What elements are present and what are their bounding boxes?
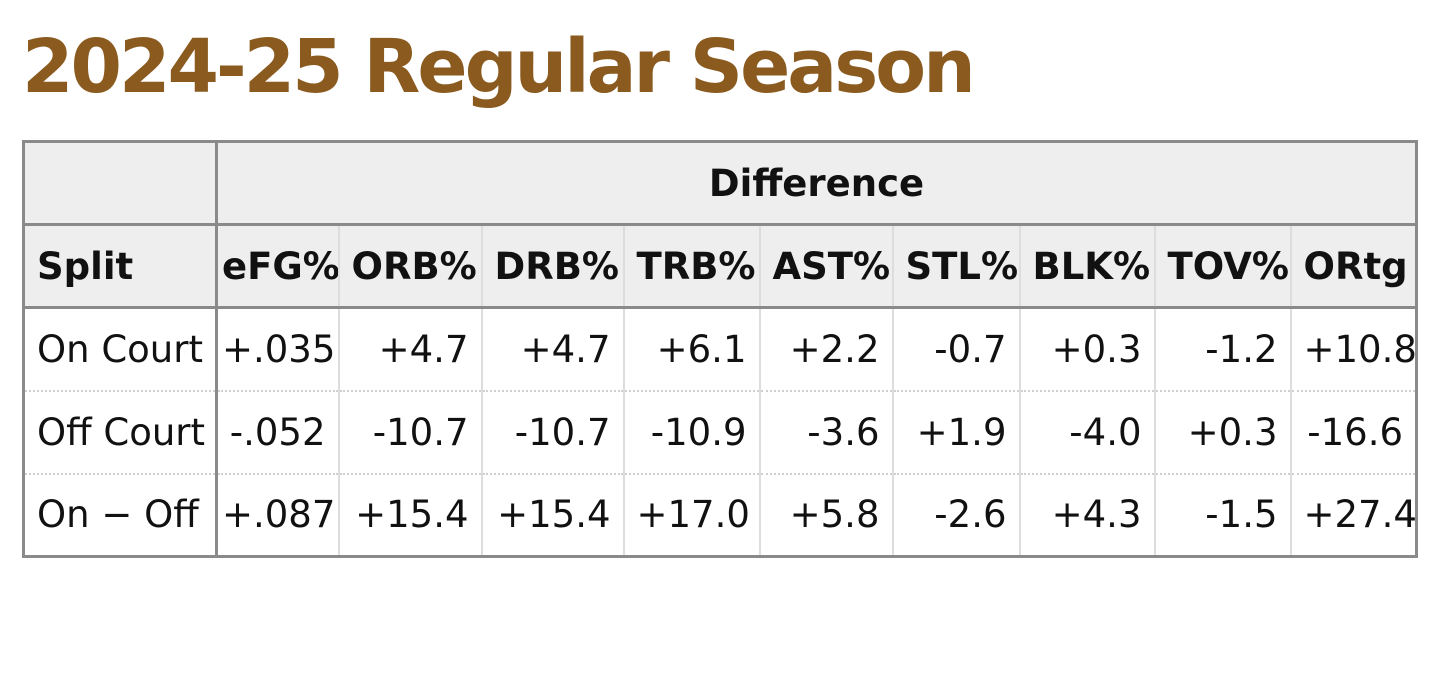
column-header-ortg[interactable]: ORtg — [1289, 224, 1417, 309]
table-cell: +17.0 — [622, 473, 760, 557]
column-header-stl[interactable]: STL% — [891, 224, 1020, 309]
table-row: On Court +.035 +4.7 +4.7 +6.1 +2.2 -0.7 … — [22, 307, 1417, 392]
table-cell: +27.4 — [1289, 473, 1417, 557]
table-cell: -1.5 — [1153, 473, 1291, 557]
table-cell: -0.7 — [891, 307, 1020, 392]
table-cell: +4.3 — [1018, 473, 1155, 557]
table-cell: +1.9 — [891, 390, 1020, 475]
table-cell: -.052 — [215, 390, 339, 475]
stats-table: Difference Split eFG% ORB% DRB% TRB% AST… — [22, 140, 1419, 558]
table-cell: +5.8 — [758, 473, 893, 557]
page-title: 2024-25 Regular Season — [22, 24, 976, 110]
column-header-tov[interactable]: TOV% — [1153, 224, 1291, 309]
column-header-trb[interactable]: TRB% — [622, 224, 760, 309]
table-cell: +10.8 — [1289, 307, 1417, 392]
table-cell: -4.0 — [1018, 390, 1155, 475]
column-header-orb[interactable]: ORB% — [337, 224, 482, 309]
table-cell: +.035 — [215, 307, 339, 392]
table-cell: -1.2 — [1153, 307, 1291, 392]
table-cell: +4.7 — [337, 307, 482, 392]
table-cell: +6.1 — [622, 307, 760, 392]
table-row: Off Court -.052 -10.7 -10.7 -10.9 -3.6 +… — [22, 390, 1417, 475]
table-cell: +.087 — [215, 473, 339, 557]
column-header-split[interactable]: Split — [22, 224, 218, 309]
column-header-row: Split eFG% ORB% DRB% TRB% AST% STL% BLK%… — [22, 224, 1417, 309]
difference-group-header: Difference — [216, 141, 1417, 226]
table-cell: +15.4 — [337, 473, 482, 557]
table-cell: -2.6 — [891, 473, 1020, 557]
row-label-on-court: On Court — [22, 307, 218, 392]
table-cell: +0.3 — [1153, 390, 1291, 475]
table-cell: -10.7 — [337, 390, 482, 475]
table-cell: -10.9 — [622, 390, 760, 475]
table-cell: +4.7 — [480, 307, 624, 392]
row-label-on-minus-off: On − Off — [22, 473, 218, 557]
column-header-drb[interactable]: DRB% — [480, 224, 624, 309]
table-cell: -10.7 — [480, 390, 624, 475]
row-label-off-court: Off Court — [22, 390, 218, 475]
blank-corner-cell — [23, 141, 218, 226]
group-header-row: Difference — [23, 141, 1417, 226]
table-row: On − Off +.087 +15.4 +15.4 +17.0 +5.8 -2… — [22, 473, 1417, 557]
column-header-blk[interactable]: BLK% — [1018, 224, 1155, 309]
table-cell: -3.6 — [758, 390, 893, 475]
column-header-efg[interactable]: eFG% — [215, 224, 339, 309]
column-header-ast[interactable]: AST% — [758, 224, 893, 309]
table-cell: +15.4 — [480, 473, 624, 557]
table-cell: +2.2 — [758, 307, 893, 392]
table-cell: +0.3 — [1018, 307, 1155, 392]
table-cell: -16.6 — [1289, 390, 1417, 475]
